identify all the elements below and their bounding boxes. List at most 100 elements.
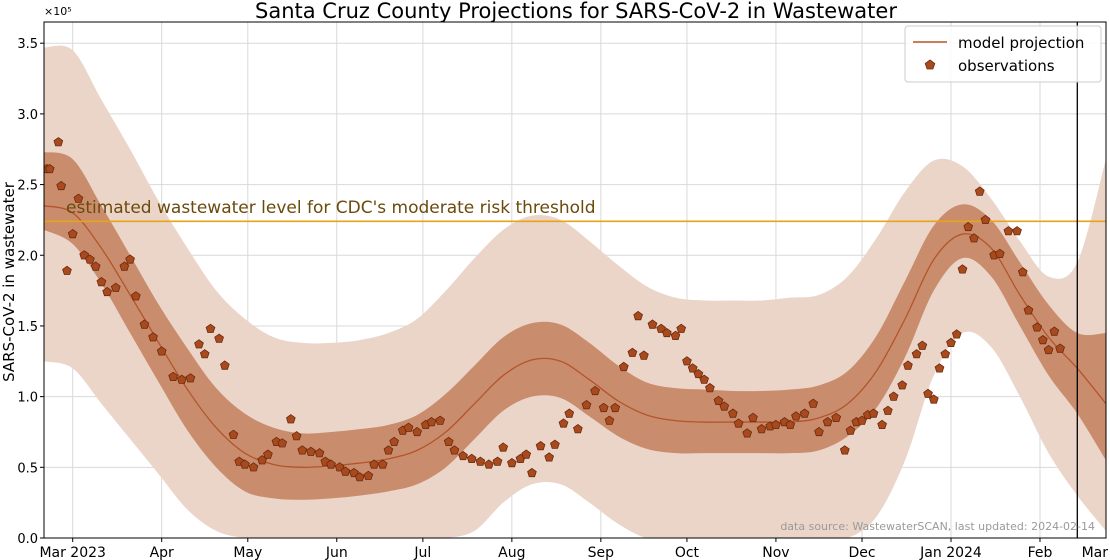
observation-point [705,383,715,393]
observation-point [156,346,167,356]
observation-point [639,350,649,360]
observation-point [682,356,692,366]
observation-point [713,395,724,406]
observation-point [119,261,130,271]
observation-point [334,462,345,472]
observation-point [443,436,454,447]
observation-point [1043,344,1054,355]
inner-uncertainty-band [44,152,1106,500]
observation-point [573,424,583,434]
observation-point [822,417,833,427]
observation-point [974,186,985,196]
observation-point [56,180,67,191]
observation-point [845,425,856,435]
observation-point [647,319,658,329]
observation-point [363,470,374,480]
observation-point [656,323,666,333]
observation-point [492,456,503,466]
observation-point [897,380,908,390]
observation-point [185,373,196,383]
y-axis-label: SARS-CoV-2 in wastewater [0,181,18,382]
observation-point [475,456,486,466]
x-tick-label: Jan 2024 [919,545,982,560]
observation-point [349,467,359,478]
y-tick-label: 2.0 [17,249,38,264]
observation-point [748,412,758,423]
observation-point [903,360,913,370]
observation-point [67,229,78,239]
observation-point [194,339,204,349]
y-tick-label: 3.5 [17,37,38,52]
observation-point [994,248,1005,259]
observation-point [449,445,460,455]
observation-point [291,431,302,441]
x-tick-label: May [233,545,262,560]
observation-point [687,363,698,373]
observation-point [940,349,951,359]
observation-point [911,349,922,359]
observation-point [286,414,296,424]
observation-point [214,333,224,343]
legend: model projection observations [904,25,1102,83]
y-tick-label: 0.5 [17,461,38,476]
observation-point [550,439,560,449]
observation-point [403,422,414,432]
observation-point [963,221,974,232]
observation-point [426,417,437,427]
observation-point [369,459,379,469]
observation-point [412,426,422,437]
observation-point [263,449,273,459]
observation-point [969,233,979,243]
legend-observations-label: observations [958,57,1055,75]
observation-point [466,453,477,464]
observation-point [676,323,687,333]
observation-point [1023,305,1034,315]
y-axis-multiplier: ×10⁵ [44,5,72,18]
x-tick-label: Mar 2023 [39,545,106,560]
axes-frame [43,21,1107,539]
x-tick-label: Jul [413,545,431,560]
observation-point [670,330,681,341]
observation-point [1049,326,1060,336]
observation-point [662,327,672,338]
observation-point [44,163,55,174]
observation-point [1003,226,1014,236]
observation-point [377,459,388,469]
x-tick-label: Mar [1082,545,1109,560]
observation-point [951,329,962,339]
observation-point [62,265,72,275]
observation-point [923,388,933,398]
observation-point [139,319,150,329]
observation-point [627,347,638,357]
observation-point [297,445,308,455]
observation-point [771,419,781,430]
observation-point [946,337,956,348]
y-tick-label: 0.0 [17,532,38,547]
observation-point [277,438,288,448]
observation-point [604,415,615,425]
x-tick-label: Feb [1028,545,1053,560]
observation-point [248,462,259,472]
observation-point [814,426,824,437]
observation-point [633,310,643,321]
x-tick-label: Aug [498,545,525,560]
observation-point [1038,335,1048,345]
threshold-label: estimated wastewater level for CDC's mod… [66,198,596,218]
observation-point [564,408,575,418]
x-tick-label: Sep [588,545,615,560]
observation-point [785,419,796,430]
observation-point [733,418,744,428]
observation-point [199,349,210,359]
chart-title: Santa Cruz County Projections for SARS-C… [255,0,897,23]
observation-point [96,277,107,287]
observation-point [85,254,95,264]
observation-point [719,401,730,411]
observation-point [73,193,84,203]
observation-point [581,400,592,410]
y-tick-label: 1.0 [17,391,38,406]
observation-point [928,394,939,404]
y-tick-label: 3.0 [17,108,38,123]
observation-point [125,254,135,264]
observation-point [808,398,819,408]
x-tick-label: Apr [150,545,174,560]
